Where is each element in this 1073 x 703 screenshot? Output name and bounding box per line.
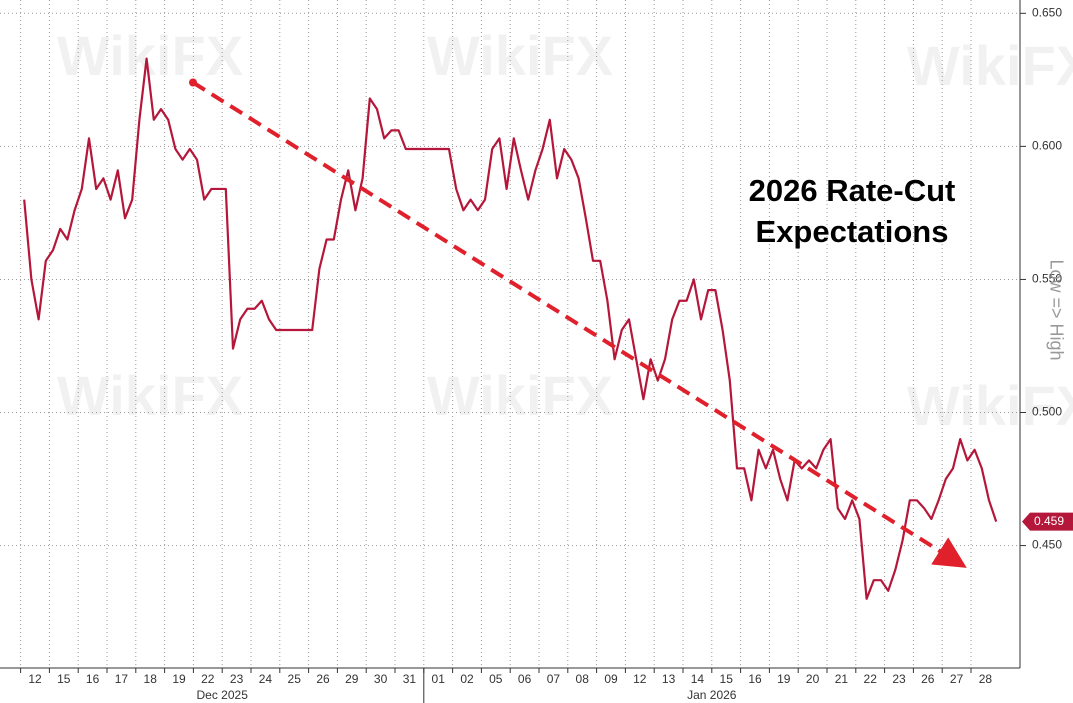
x-tick-label: 07: [547, 672, 561, 686]
y-tick-label: 0.500: [1032, 405, 1062, 419]
x-tick-label: 19: [777, 672, 791, 686]
x-tick-label: 28: [979, 672, 993, 686]
watermark: WikiFX: [427, 24, 613, 87]
x-tick-label: 02: [460, 672, 474, 686]
watermark: WikiFX: [907, 34, 1073, 97]
x-tick-label: 22: [201, 672, 215, 686]
watermark: WikiFX: [57, 364, 243, 427]
x-tick-label: 30: [374, 672, 388, 686]
x-tick-label: 06: [518, 672, 532, 686]
trend-start: [189, 78, 197, 87]
x-tick-label: 15: [720, 672, 734, 686]
x-tick-label: 29: [345, 672, 359, 686]
y-tick-label: 0.450: [1032, 538, 1062, 552]
x-tick-label: 23: [892, 672, 906, 686]
x-tick-label: 12: [28, 672, 42, 686]
x-tick-label: 16: [86, 672, 100, 686]
trend-arrow: [191, 80, 967, 568]
x-tick-label: 31: [403, 672, 417, 686]
annotation: Expectations: [756, 214, 949, 249]
y-tick-label: 0.550: [1032, 272, 1062, 286]
x-tick-label: 20: [806, 672, 820, 686]
annotation: 2026 Rate-Cut: [749, 173, 956, 208]
month-label: Dec 2025: [197, 688, 249, 702]
watermark: WikiFX: [907, 374, 1073, 437]
month-label: Jan 2026: [687, 688, 737, 702]
y-axis-label: Low => High: [1046, 259, 1066, 360]
x-tick-label: 22: [864, 672, 878, 686]
x-tick-label: 13: [662, 672, 676, 686]
last-value-tag: [1022, 512, 1073, 531]
x-tick-label: 17: [115, 672, 129, 686]
x-tick-label: 16: [748, 672, 762, 686]
x-tick-label: 26: [921, 672, 935, 686]
x-tick-label: 05: [489, 672, 503, 686]
x-tick-label: 25: [288, 672, 302, 686]
series-line: [23, 57, 998, 600]
x-tick-label: 26: [316, 672, 330, 686]
x-tick-label: 08: [576, 672, 590, 686]
x-tick-label: 19: [172, 672, 186, 686]
x-tick-label: 01: [432, 672, 446, 686]
last-value-label: 0.459: [1034, 514, 1064, 528]
x-tick-label: 14: [691, 672, 705, 686]
x-tick-label: 21: [835, 672, 849, 686]
x-tick-label: 12: [633, 672, 647, 686]
watermark: WikiFX: [427, 364, 613, 427]
x-tick-label: 24: [259, 672, 273, 686]
watermark: WikiFX: [57, 24, 243, 87]
x-tick-label: 27: [950, 672, 964, 686]
x-tick-label: 18: [144, 672, 158, 686]
x-tick-label: 15: [57, 672, 71, 686]
y-tick-label: 0.650: [1032, 5, 1062, 19]
y-tick-label: 0.600: [1032, 139, 1062, 153]
x-tick-label: 23: [230, 672, 244, 686]
x-tick-label: 09: [604, 672, 618, 686]
